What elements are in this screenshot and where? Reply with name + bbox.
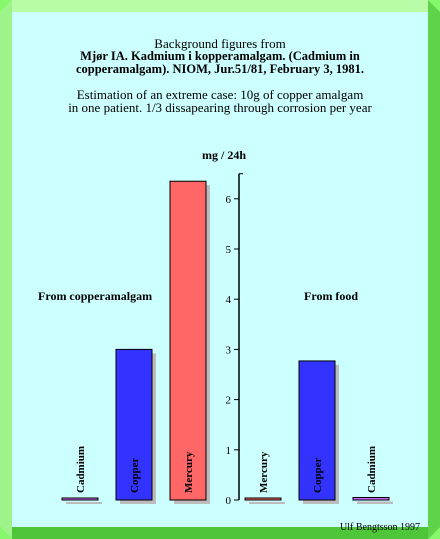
y-tick-label: 3 bbox=[226, 344, 232, 356]
y-tick-label: 4 bbox=[226, 294, 232, 306]
bar-cadmium bbox=[61, 497, 99, 501]
header-citation-line-2: copperamalgam). NIOM, Jur.51/81, Februar… bbox=[75, 62, 365, 76]
y-axis-label: mg / 24h bbox=[202, 148, 247, 162]
bar-label-mercury: Mercury bbox=[183, 451, 195, 493]
y-tick-label: 0 bbox=[226, 495, 232, 507]
group-label-food: From food bbox=[304, 289, 359, 303]
header-note-line-2: in one patient. 1/3 dissapearing through… bbox=[68, 100, 372, 115]
frame-bevel-top bbox=[0, 0, 440, 12]
header-line-1: Background figures from bbox=[154, 36, 286, 51]
group-label-copperamalgam: From copperamalgam bbox=[38, 289, 153, 303]
bar-label-cadmium: Cadmium bbox=[366, 446, 378, 493]
credit-text: Ulf Bengtsson 1997 bbox=[340, 522, 420, 533]
bar-chart: 0 1 2 3 4 5 6 Cadmium Copper Mercury Mercury Copper… bbox=[61, 173, 393, 507]
bar-cadmium bbox=[352, 496, 390, 501]
bar-shadow bbox=[249, 501, 285, 504]
bar-label-mercury: Mercury bbox=[258, 451, 270, 493]
bar-label-copper: Copper bbox=[312, 457, 324, 493]
bar-copper bbox=[115, 348, 153, 501]
header-citation-line-1: Mjør IA. Kadmium i kopperamalgam. (Cadmi… bbox=[80, 49, 360, 63]
frame-bevel-right bbox=[428, 0, 440, 539]
header-note-line-1: Estimation of an extreme case: 10g of co… bbox=[76, 87, 364, 102]
chart-panel: Background figures from Mjør IA. Kadmium… bbox=[12, 12, 428, 533]
bar-mercury bbox=[244, 497, 282, 501]
bar-copper bbox=[298, 360, 336, 501]
y-tick-label: 6 bbox=[226, 194, 232, 206]
y-tick-label: 2 bbox=[226, 395, 232, 407]
bar-label-copper: Copper bbox=[129, 457, 141, 493]
bar-shadow bbox=[66, 501, 102, 504]
frame-bevel-left bbox=[0, 0, 12, 539]
y-tick-label: 1 bbox=[226, 445, 232, 457]
y-tick-label: 5 bbox=[226, 244, 232, 256]
bar-mercury bbox=[169, 180, 207, 501]
bar-shadow bbox=[357, 501, 393, 504]
bar-label-cadmium: Cadmium bbox=[75, 446, 87, 493]
frame-bevel-bottom bbox=[0, 527, 440, 539]
